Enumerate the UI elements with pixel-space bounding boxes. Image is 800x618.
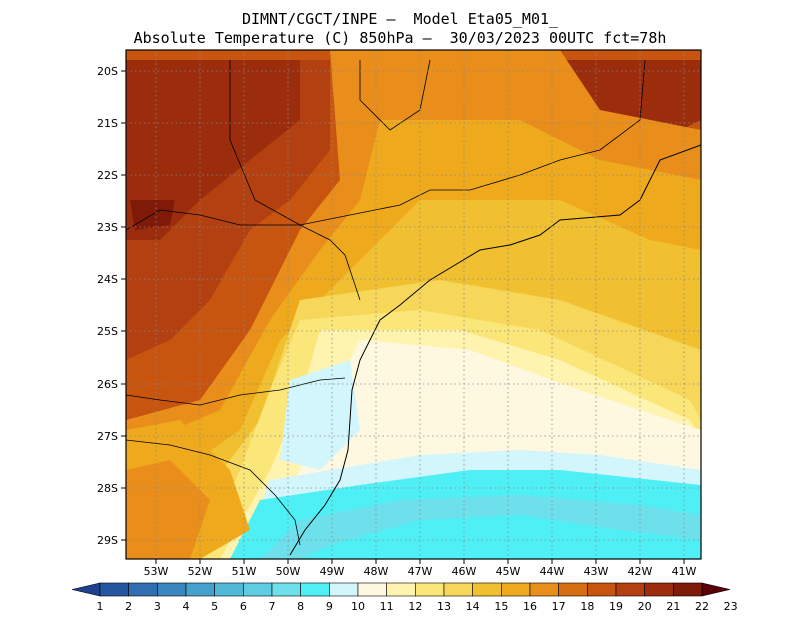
- colorbar-swatch: [529, 582, 559, 597]
- colorbar-label: 4: [183, 600, 190, 613]
- field-zone-9-south: [300, 515, 701, 559]
- lat-label-23s: 23S: [97, 221, 118, 234]
- lon-label-45w: 45W: [496, 565, 521, 578]
- colorbar-label: 14: [466, 600, 480, 613]
- lon-label-53w: 53W: [144, 565, 169, 578]
- field-zone-10-inland: [280, 360, 360, 470]
- field-zone-21: [126, 60, 300, 240]
- lon-label-41w: 41W: [672, 565, 697, 578]
- colorbar-label: 16: [523, 600, 537, 613]
- chart-title-line2: Absolute Temperature (C) 850hPa — 30/03/…: [133, 29, 667, 47]
- river-paranaiba: [359, 59, 431, 131]
- colorbar-label: 11: [380, 600, 394, 613]
- lat-label-20s: 20S: [97, 65, 118, 78]
- lat-label-25s: 25S: [97, 325, 118, 338]
- colorbar-label: 8: [297, 600, 304, 613]
- colorbar-label: 5: [211, 600, 218, 613]
- colorbar-swatch: [271, 582, 301, 597]
- colorbar-swatch: [501, 582, 531, 597]
- colorbar-label: 21: [666, 600, 680, 613]
- colorbar-swatch: [472, 582, 502, 597]
- colorbar-label: 1: [97, 600, 104, 613]
- map-frame: [125, 49, 702, 560]
- colorbar-swatch: [415, 582, 445, 597]
- colorbar-label: 23: [724, 600, 738, 613]
- lon-label-47w: 47W: [408, 565, 433, 578]
- state-border-pr-ms: [126, 209, 300, 231]
- lon-label-46w: 46W: [452, 565, 477, 578]
- colorbar-label: 20: [638, 600, 652, 613]
- colorbar-label: 7: [269, 600, 276, 613]
- grid-lines: [126, 50, 701, 559]
- colorbar-swatch: [214, 582, 244, 597]
- lat-ticks: [121, 70, 126, 541]
- chart-title-line1: DIMNT/CGCT/INPE — Model Eta05_M01_: [241, 10, 559, 28]
- colorbar-swatch: [300, 582, 330, 597]
- colorbar-label: 19: [609, 600, 623, 613]
- colorbar-label: 17: [552, 600, 566, 613]
- field-zone-22: [130, 200, 175, 230]
- colorbar-label: 15: [494, 600, 508, 613]
- state-border-sp-mg: [299, 59, 646, 226]
- lat-label-29s: 29S: [97, 534, 118, 547]
- colorbar: 1 2 3 4 5 6 7 8 9 10 11 12 13 14 15 16 17 18 19 20 21 22 23: [71, 582, 738, 613]
- lon-label-48w: 48W: [364, 565, 389, 578]
- state-border-rs-sc: [126, 439, 301, 546]
- colorbar-swatch: [157, 582, 187, 597]
- colorbar-swatch: [673, 582, 703, 597]
- field-zone-17-southwest: [126, 460, 210, 559]
- colorbar-label: 12: [408, 600, 422, 613]
- colorbar-swatch: [587, 582, 617, 597]
- colorbar-swatch: [329, 582, 359, 597]
- colorbar-swatch: [357, 582, 387, 597]
- lon-label-49w: 49W: [320, 565, 345, 578]
- lat-label-22s: 22S: [97, 169, 118, 182]
- colorbar-label: 22: [695, 600, 709, 613]
- colorbar-swatch: [99, 582, 129, 597]
- temperature-field: [126, 50, 701, 559]
- colorbar-label: 18: [580, 600, 594, 613]
- coastline: [289, 144, 701, 556]
- lat-label-26s: 26S: [97, 378, 118, 391]
- colorbar-label: 9: [326, 600, 333, 613]
- colorbar-swatch: [443, 582, 473, 597]
- colorbar-swatch: [644, 582, 674, 597]
- lon-label-44w: 44W: [540, 565, 565, 578]
- colorbar-label: 2: [125, 600, 132, 613]
- lat-label-24s: 24S: [97, 273, 118, 286]
- colorbar-swatch: [386, 582, 416, 597]
- colorbar-swatch: [615, 582, 645, 597]
- lat-label-27s: 27S: [97, 430, 118, 443]
- lon-label-52w: 52W: [188, 565, 213, 578]
- colorbar-swatch: [558, 582, 588, 597]
- lon-label-42w: 42W: [628, 565, 653, 578]
- colorbar-label: 6: [240, 600, 247, 613]
- colorbar-swatch: [185, 582, 215, 597]
- colorbar-swatch-min: [71, 582, 101, 597]
- colorbar-swatch: [128, 582, 158, 597]
- colorbar-swatch: [243, 582, 273, 597]
- state-border-sc-pr: [126, 377, 346, 406]
- colorbar-label: 13: [437, 600, 451, 613]
- lat-label-28s: 28S: [97, 482, 118, 495]
- lon-ticks: [155, 559, 685, 564]
- lon-label-50w: 50W: [276, 565, 301, 578]
- lon-label-51w: 51W: [232, 565, 257, 578]
- lat-label-21s: 21S: [97, 117, 118, 130]
- colorbar-label: 3: [154, 600, 161, 613]
- colorbar-swatch-max: [701, 582, 731, 597]
- colorbar-label: 10: [351, 600, 365, 613]
- lon-label-43w: 43W: [584, 565, 609, 578]
